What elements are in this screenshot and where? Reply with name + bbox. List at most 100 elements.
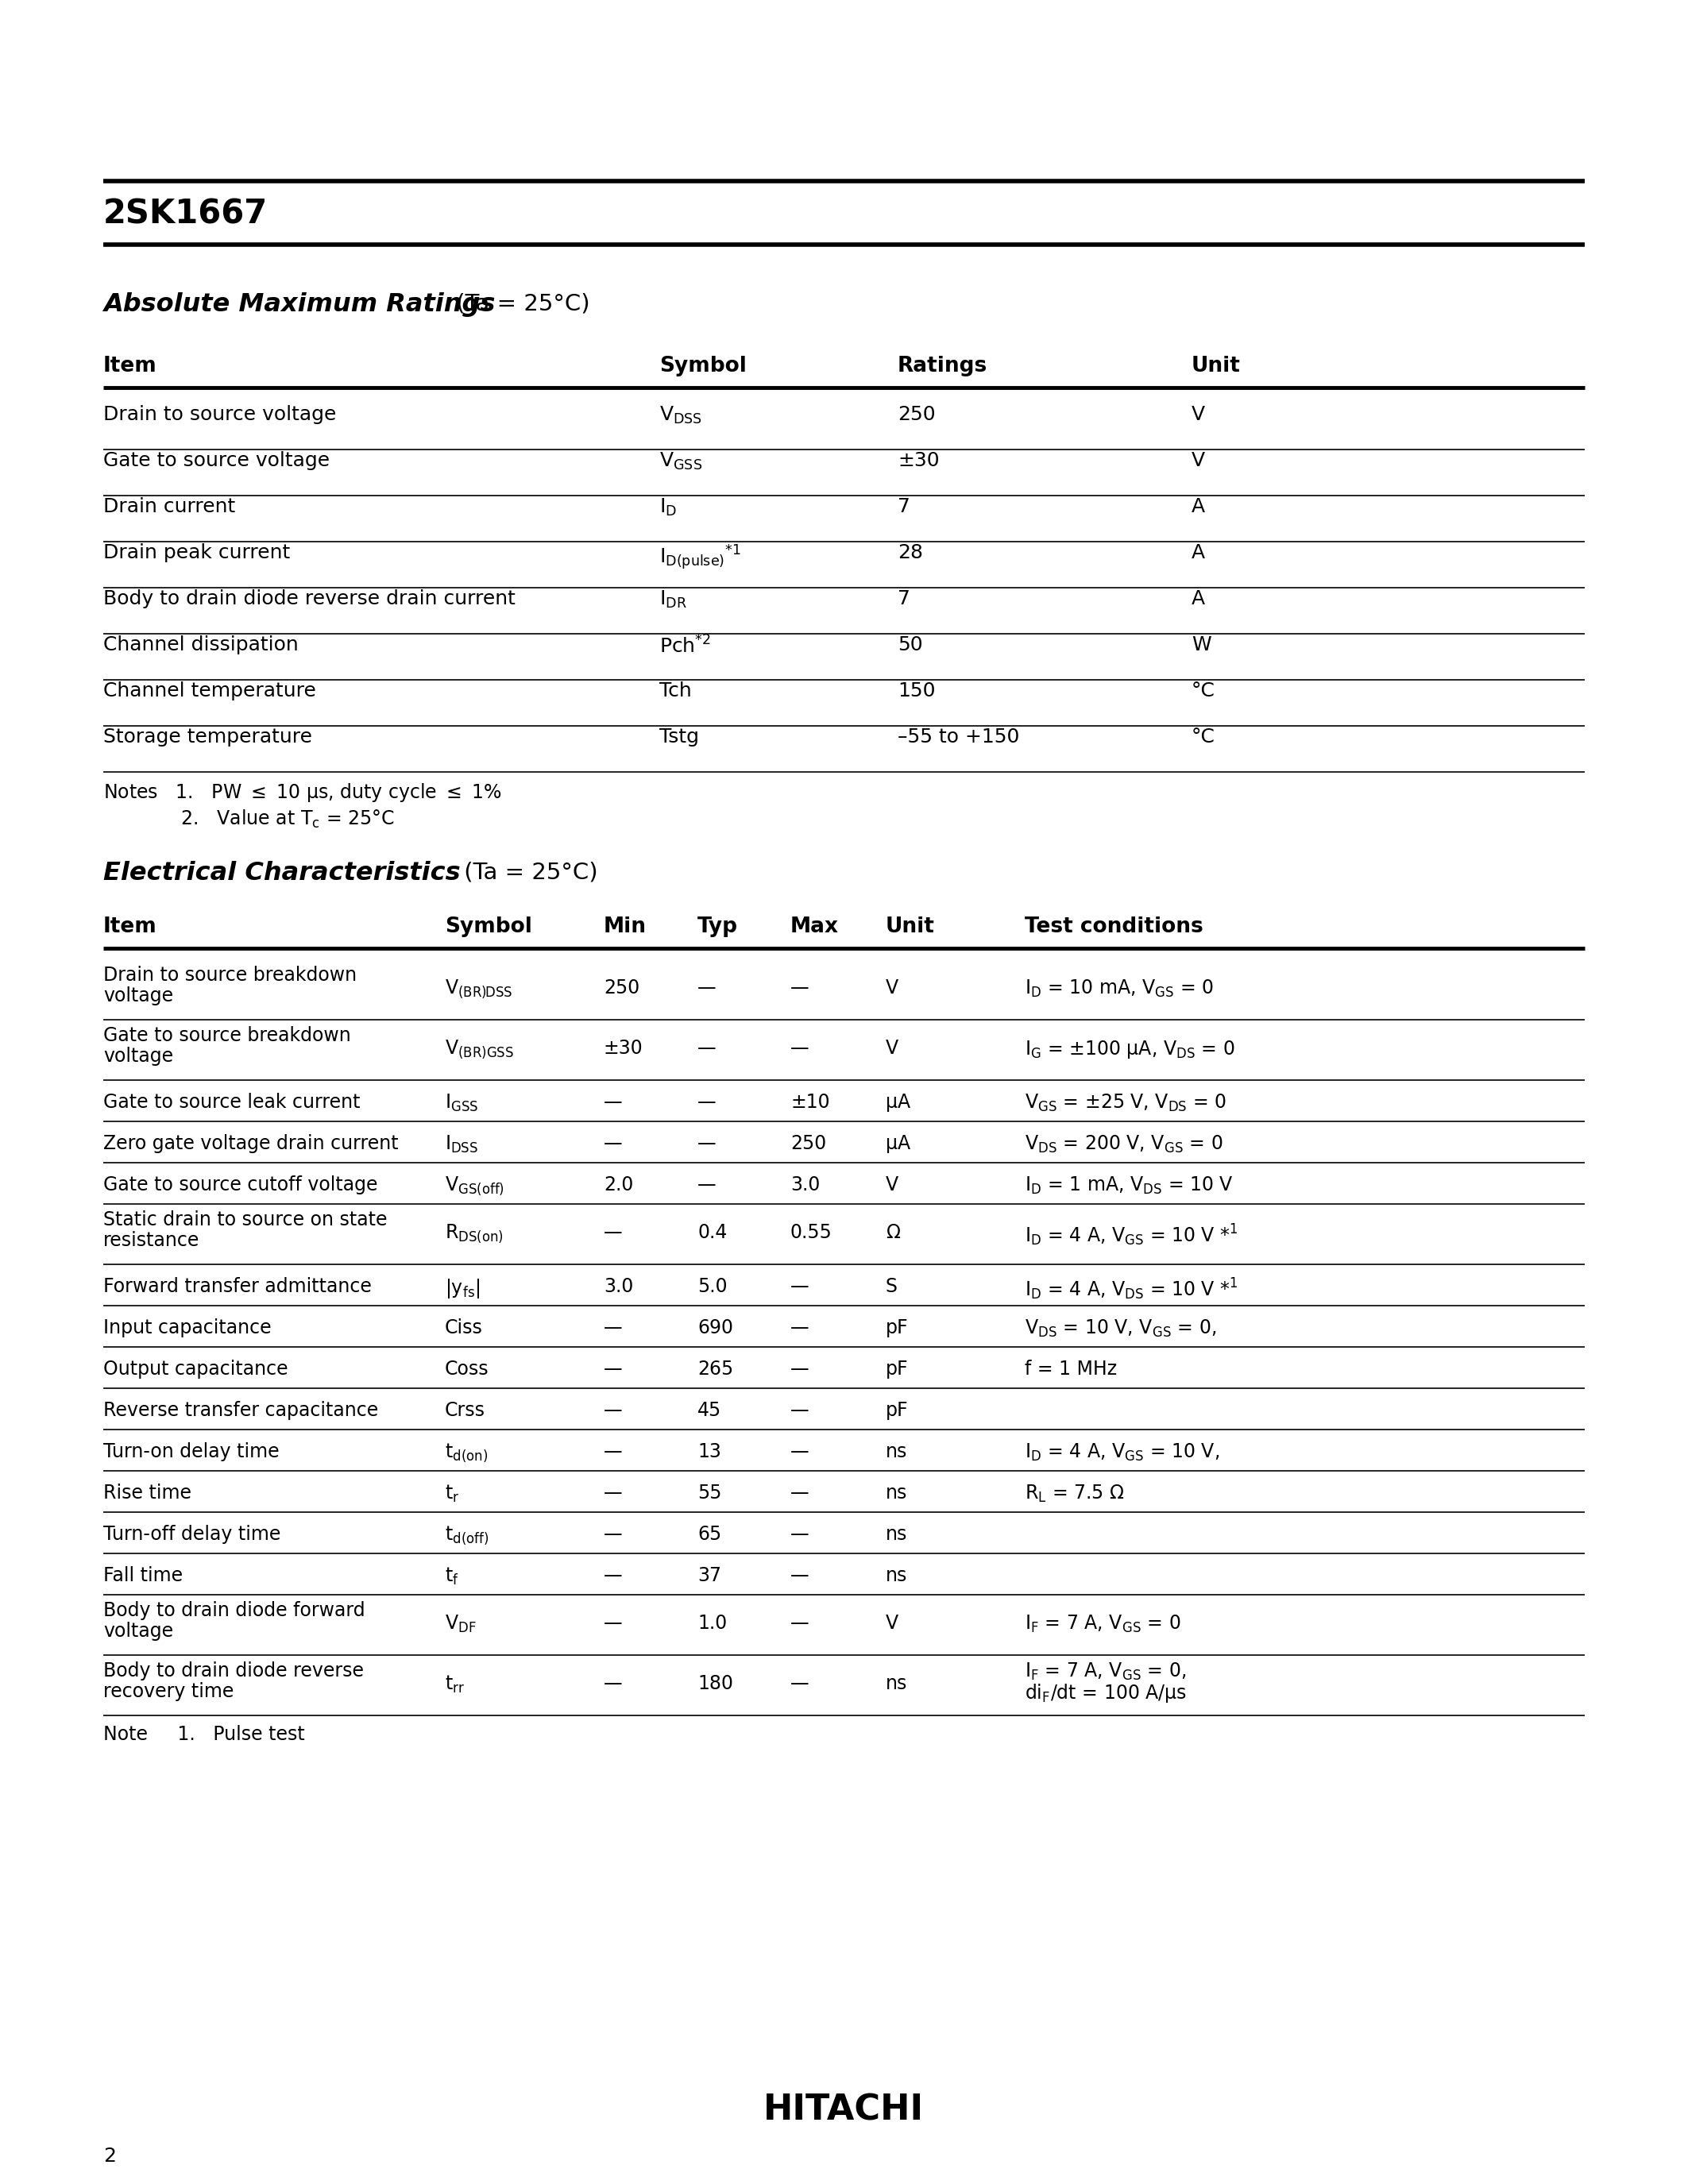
Text: Unit: Unit [1192, 356, 1241, 376]
Text: —: — [697, 1175, 716, 1195]
Text: 5.0: 5.0 [697, 1278, 728, 1295]
Text: ns: ns [886, 1675, 908, 1693]
Text: 28: 28 [898, 544, 923, 561]
Text: Forward transfer admittance: Forward transfer admittance [103, 1278, 371, 1295]
Text: I$_{\mathregular{G}}$ = ±100 μA, V$_{\mathregular{DS}}$ = 0: I$_{\mathregular{G}}$ = ±100 μA, V$_{\ma… [1025, 1040, 1236, 1059]
Text: S: S [886, 1278, 898, 1295]
Text: —: — [604, 1483, 623, 1503]
Text: Storage temperature: Storage temperature [103, 727, 312, 747]
Text: ±30: ±30 [604, 1040, 643, 1057]
Text: recovery time: recovery time [103, 1682, 235, 1701]
Text: Absolute Maximum Ratings: Absolute Maximum Ratings [103, 293, 495, 317]
Text: t$_{\mathregular{f}}$: t$_{\mathregular{f}}$ [446, 1566, 459, 1588]
Text: 2: 2 [103, 2147, 116, 2167]
Text: voltage: voltage [103, 987, 174, 1005]
Text: 0.4: 0.4 [697, 1223, 728, 1243]
Text: Body to drain diode reverse: Body to drain diode reverse [103, 1662, 365, 1679]
Text: Fall time: Fall time [103, 1566, 182, 1586]
Text: (Ta = 25°C): (Ta = 25°C) [457, 860, 598, 882]
Text: W: W [1192, 636, 1212, 655]
Text: —: — [790, 1400, 809, 1420]
Text: —: — [604, 1675, 623, 1693]
Text: Gate to source leak current: Gate to source leak current [103, 1092, 360, 1112]
Text: A: A [1192, 498, 1205, 515]
Text: R$_{\mathregular{DS(on)}}$: R$_{\mathregular{DS(on)}}$ [446, 1223, 503, 1245]
Text: Unit: Unit [886, 917, 935, 937]
Text: Drain peak current: Drain peak current [103, 544, 290, 561]
Text: I$_{\mathregular{D}}$ = 4 A, V$_{\mathregular{DS}}$ = 10 V *$^1$: I$_{\mathregular{D}}$ = 4 A, V$_{\mathre… [1025, 1278, 1237, 1302]
Text: —: — [790, 1361, 809, 1378]
Text: V$_{\mathregular{DSS}}$: V$_{\mathregular{DSS}}$ [660, 404, 702, 426]
Text: 250: 250 [604, 978, 640, 998]
Text: —: — [604, 1223, 623, 1243]
Text: 65: 65 [697, 1524, 721, 1544]
Text: I$_{\mathregular{F}}$ = 7 A, V$_{\mathregular{GS}}$ = 0: I$_{\mathregular{F}}$ = 7 A, V$_{\mathre… [1025, 1614, 1182, 1634]
Text: A: A [1192, 544, 1205, 561]
Text: pF: pF [886, 1361, 908, 1378]
Text: t$_{\mathregular{r}}$: t$_{\mathregular{r}}$ [446, 1483, 459, 1505]
Text: Drain current: Drain current [103, 498, 235, 515]
Text: Channel dissipation: Channel dissipation [103, 636, 299, 655]
Text: 2.   Value at T$_{\mathregular{c}}$ = 25°C: 2. Value at T$_{\mathregular{c}}$ = 25°C [103, 808, 395, 830]
Text: —: — [697, 978, 716, 998]
Text: °C: °C [1192, 681, 1215, 701]
Text: Gate to source voltage: Gate to source voltage [103, 452, 329, 470]
Text: 150: 150 [898, 681, 935, 701]
Text: pF: pF [886, 1319, 908, 1337]
Text: Note     1.   Pulse test: Note 1. Pulse test [103, 1725, 306, 1745]
Text: Item: Item [103, 356, 157, 376]
Text: —: — [790, 1040, 809, 1057]
Text: I$_{\mathregular{GSS}}$: I$_{\mathregular{GSS}}$ [446, 1092, 478, 1114]
Text: —: — [790, 1319, 809, 1337]
Text: ns: ns [886, 1566, 908, 1586]
Text: Reverse transfer capacitance: Reverse transfer capacitance [103, 1400, 378, 1420]
Text: Tch: Tch [660, 681, 692, 701]
Text: —: — [790, 1524, 809, 1544]
Text: V: V [1192, 452, 1205, 470]
Text: —: — [604, 1441, 623, 1461]
Text: 250: 250 [790, 1133, 827, 1153]
Text: 0.55: 0.55 [790, 1223, 832, 1243]
Text: μA: μA [886, 1092, 910, 1112]
Text: I$_{\mathregular{D(pulse)}}$$^{*1}$: I$_{\mathregular{D(pulse)}}$$^{*1}$ [660, 544, 741, 572]
Text: HITACHI: HITACHI [763, 2092, 923, 2127]
Text: —: — [604, 1361, 623, 1378]
Text: 2.0: 2.0 [604, 1175, 633, 1195]
Text: –55 to +150: –55 to +150 [898, 727, 1020, 747]
Text: —: — [790, 1441, 809, 1461]
Text: 45: 45 [697, 1400, 721, 1420]
Text: μA: μA [886, 1133, 910, 1153]
Text: ns: ns [886, 1483, 908, 1503]
Text: Pch$^{*2}$: Pch$^{*2}$ [660, 636, 711, 657]
Text: t$_{\mathregular{rr}}$: t$_{\mathregular{rr}}$ [446, 1675, 464, 1695]
Text: Body to drain diode reverse drain current: Body to drain diode reverse drain curren… [103, 590, 515, 609]
Text: V: V [1192, 404, 1205, 424]
Text: Gate to source breakdown: Gate to source breakdown [103, 1026, 351, 1046]
Text: Min: Min [604, 917, 647, 937]
Text: Electrical Characteristics: Electrical Characteristics [103, 860, 461, 885]
Text: Output capacitance: Output capacitance [103, 1361, 289, 1378]
Text: 50: 50 [898, 636, 923, 655]
Text: 690: 690 [697, 1319, 733, 1337]
Text: 2SK1667: 2SK1667 [103, 197, 268, 229]
Text: —: — [604, 1319, 623, 1337]
Text: V$_{\mathregular{GSS}}$: V$_{\mathregular{GSS}}$ [660, 452, 702, 472]
Text: 3.0: 3.0 [604, 1278, 633, 1295]
Text: —: — [790, 1675, 809, 1693]
Text: —: — [604, 1566, 623, 1586]
Text: Static drain to source on state: Static drain to source on state [103, 1210, 387, 1230]
Text: 265: 265 [697, 1361, 733, 1378]
Text: f = 1 MHz: f = 1 MHz [1025, 1361, 1117, 1378]
Text: 37: 37 [697, 1566, 721, 1586]
Text: Coss: Coss [446, 1361, 490, 1378]
Text: —: — [604, 1524, 623, 1544]
Text: V: V [886, 978, 898, 998]
Text: ±30: ±30 [898, 452, 940, 470]
Text: t$_{\mathregular{d(off)}}$: t$_{\mathregular{d(off)}}$ [446, 1524, 490, 1546]
Text: Ratings: Ratings [898, 356, 987, 376]
Text: I$_{\mathregular{DSS}}$: I$_{\mathregular{DSS}}$ [446, 1133, 478, 1155]
Text: Turn-off delay time: Turn-off delay time [103, 1524, 280, 1544]
Text: Typ: Typ [697, 917, 738, 937]
Text: 13: 13 [697, 1441, 721, 1461]
Text: Ciss: Ciss [446, 1319, 483, 1337]
